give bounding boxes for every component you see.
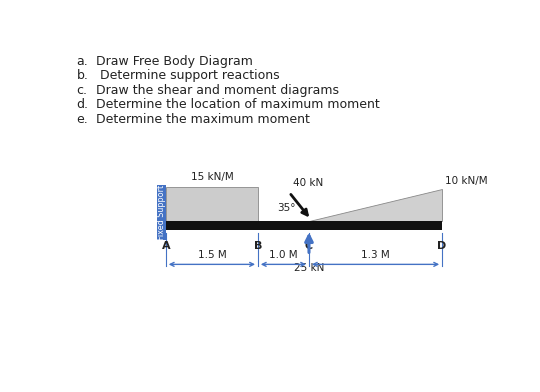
Text: A: A bbox=[161, 241, 170, 251]
Text: Fixed Support: Fixed Support bbox=[157, 185, 166, 240]
Text: 1.5 M: 1.5 M bbox=[198, 250, 226, 260]
Text: Draw the shear and moment diagrams: Draw the shear and moment diagrams bbox=[96, 83, 339, 96]
Text: d.: d. bbox=[77, 98, 89, 111]
Text: Determine the maximum moment: Determine the maximum moment bbox=[96, 113, 309, 125]
Text: Draw Free Body Diagram: Draw Free Body Diagram bbox=[96, 54, 252, 67]
Text: 1.0 M: 1.0 M bbox=[269, 250, 298, 260]
Text: 15 kN/M: 15 kN/M bbox=[191, 172, 233, 182]
Text: Determine support reactions: Determine support reactions bbox=[96, 69, 279, 82]
Text: 1.3 M: 1.3 M bbox=[361, 250, 390, 260]
Text: 40 kN: 40 kN bbox=[293, 178, 323, 188]
Text: b.: b. bbox=[77, 69, 89, 82]
Text: c.: c. bbox=[77, 83, 87, 96]
Bar bbox=[166, 187, 258, 221]
Bar bbox=[166, 221, 442, 230]
Text: B: B bbox=[254, 241, 262, 251]
Text: e.: e. bbox=[77, 113, 89, 125]
Text: 25 kN: 25 kN bbox=[294, 263, 324, 273]
Bar bbox=[157, 185, 166, 240]
Text: 10 kN/M: 10 kN/M bbox=[446, 176, 488, 186]
Text: C: C bbox=[305, 241, 313, 251]
Text: 35°: 35° bbox=[278, 203, 296, 213]
Text: a.: a. bbox=[77, 54, 89, 67]
Text: D: D bbox=[437, 241, 447, 251]
Polygon shape bbox=[309, 189, 442, 221]
Text: Determine the location of maximum moment: Determine the location of maximum moment bbox=[96, 98, 379, 111]
